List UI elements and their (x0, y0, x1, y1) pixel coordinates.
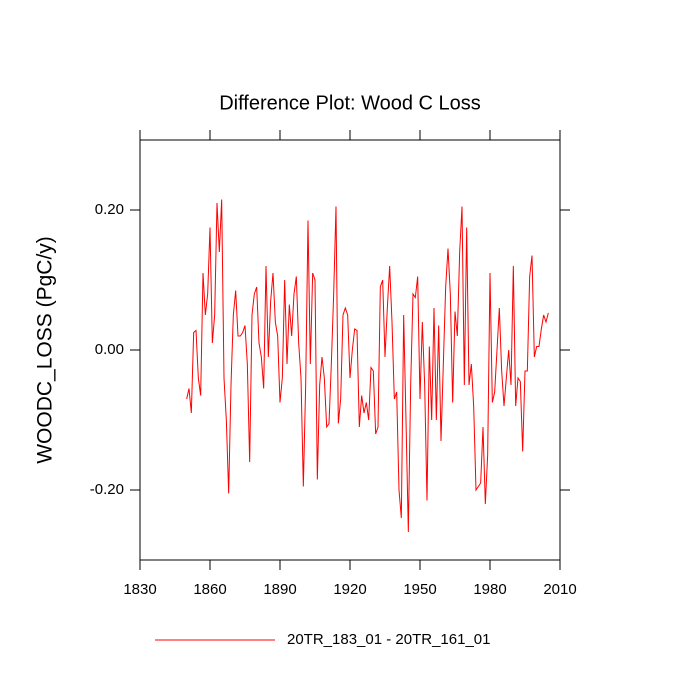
x-tick-label: 1950 (403, 581, 436, 598)
x-tick-label: 1920 (333, 581, 366, 598)
chart-title: Difference Plot: Wood C Loss (219, 92, 481, 114)
y-tick-label: 0.00 (95, 341, 124, 358)
data-line (186, 199, 549, 533)
legend-label: 20TR_183_01 - 20TR_161_01 (287, 631, 490, 648)
y-tick-label: -0.20 (90, 481, 124, 498)
x-tick-label: 1830 (123, 581, 156, 598)
x-tick-label: 1890 (263, 581, 296, 598)
x-tick-label: 2010 (543, 581, 576, 598)
y-tick-label: 0.20 (95, 201, 124, 218)
x-tick-label: 1860 (193, 581, 226, 598)
y-axis-label: WOODC_LOSS (PgC/y) (34, 236, 57, 464)
x-tick-label: 1980 (473, 581, 506, 598)
